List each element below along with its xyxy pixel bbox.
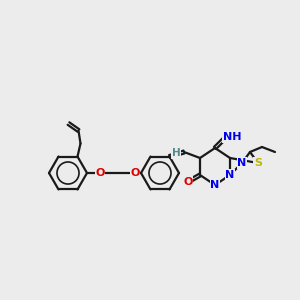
Text: S: S — [254, 158, 262, 168]
Text: O: O — [183, 177, 193, 187]
Text: N: N — [237, 158, 247, 168]
Text: O: O — [95, 168, 105, 178]
Text: N: N — [225, 170, 235, 180]
Text: N: N — [210, 180, 220, 190]
Text: H: H — [172, 148, 180, 158]
Text: O: O — [130, 168, 140, 178]
Text: NH: NH — [223, 132, 241, 142]
